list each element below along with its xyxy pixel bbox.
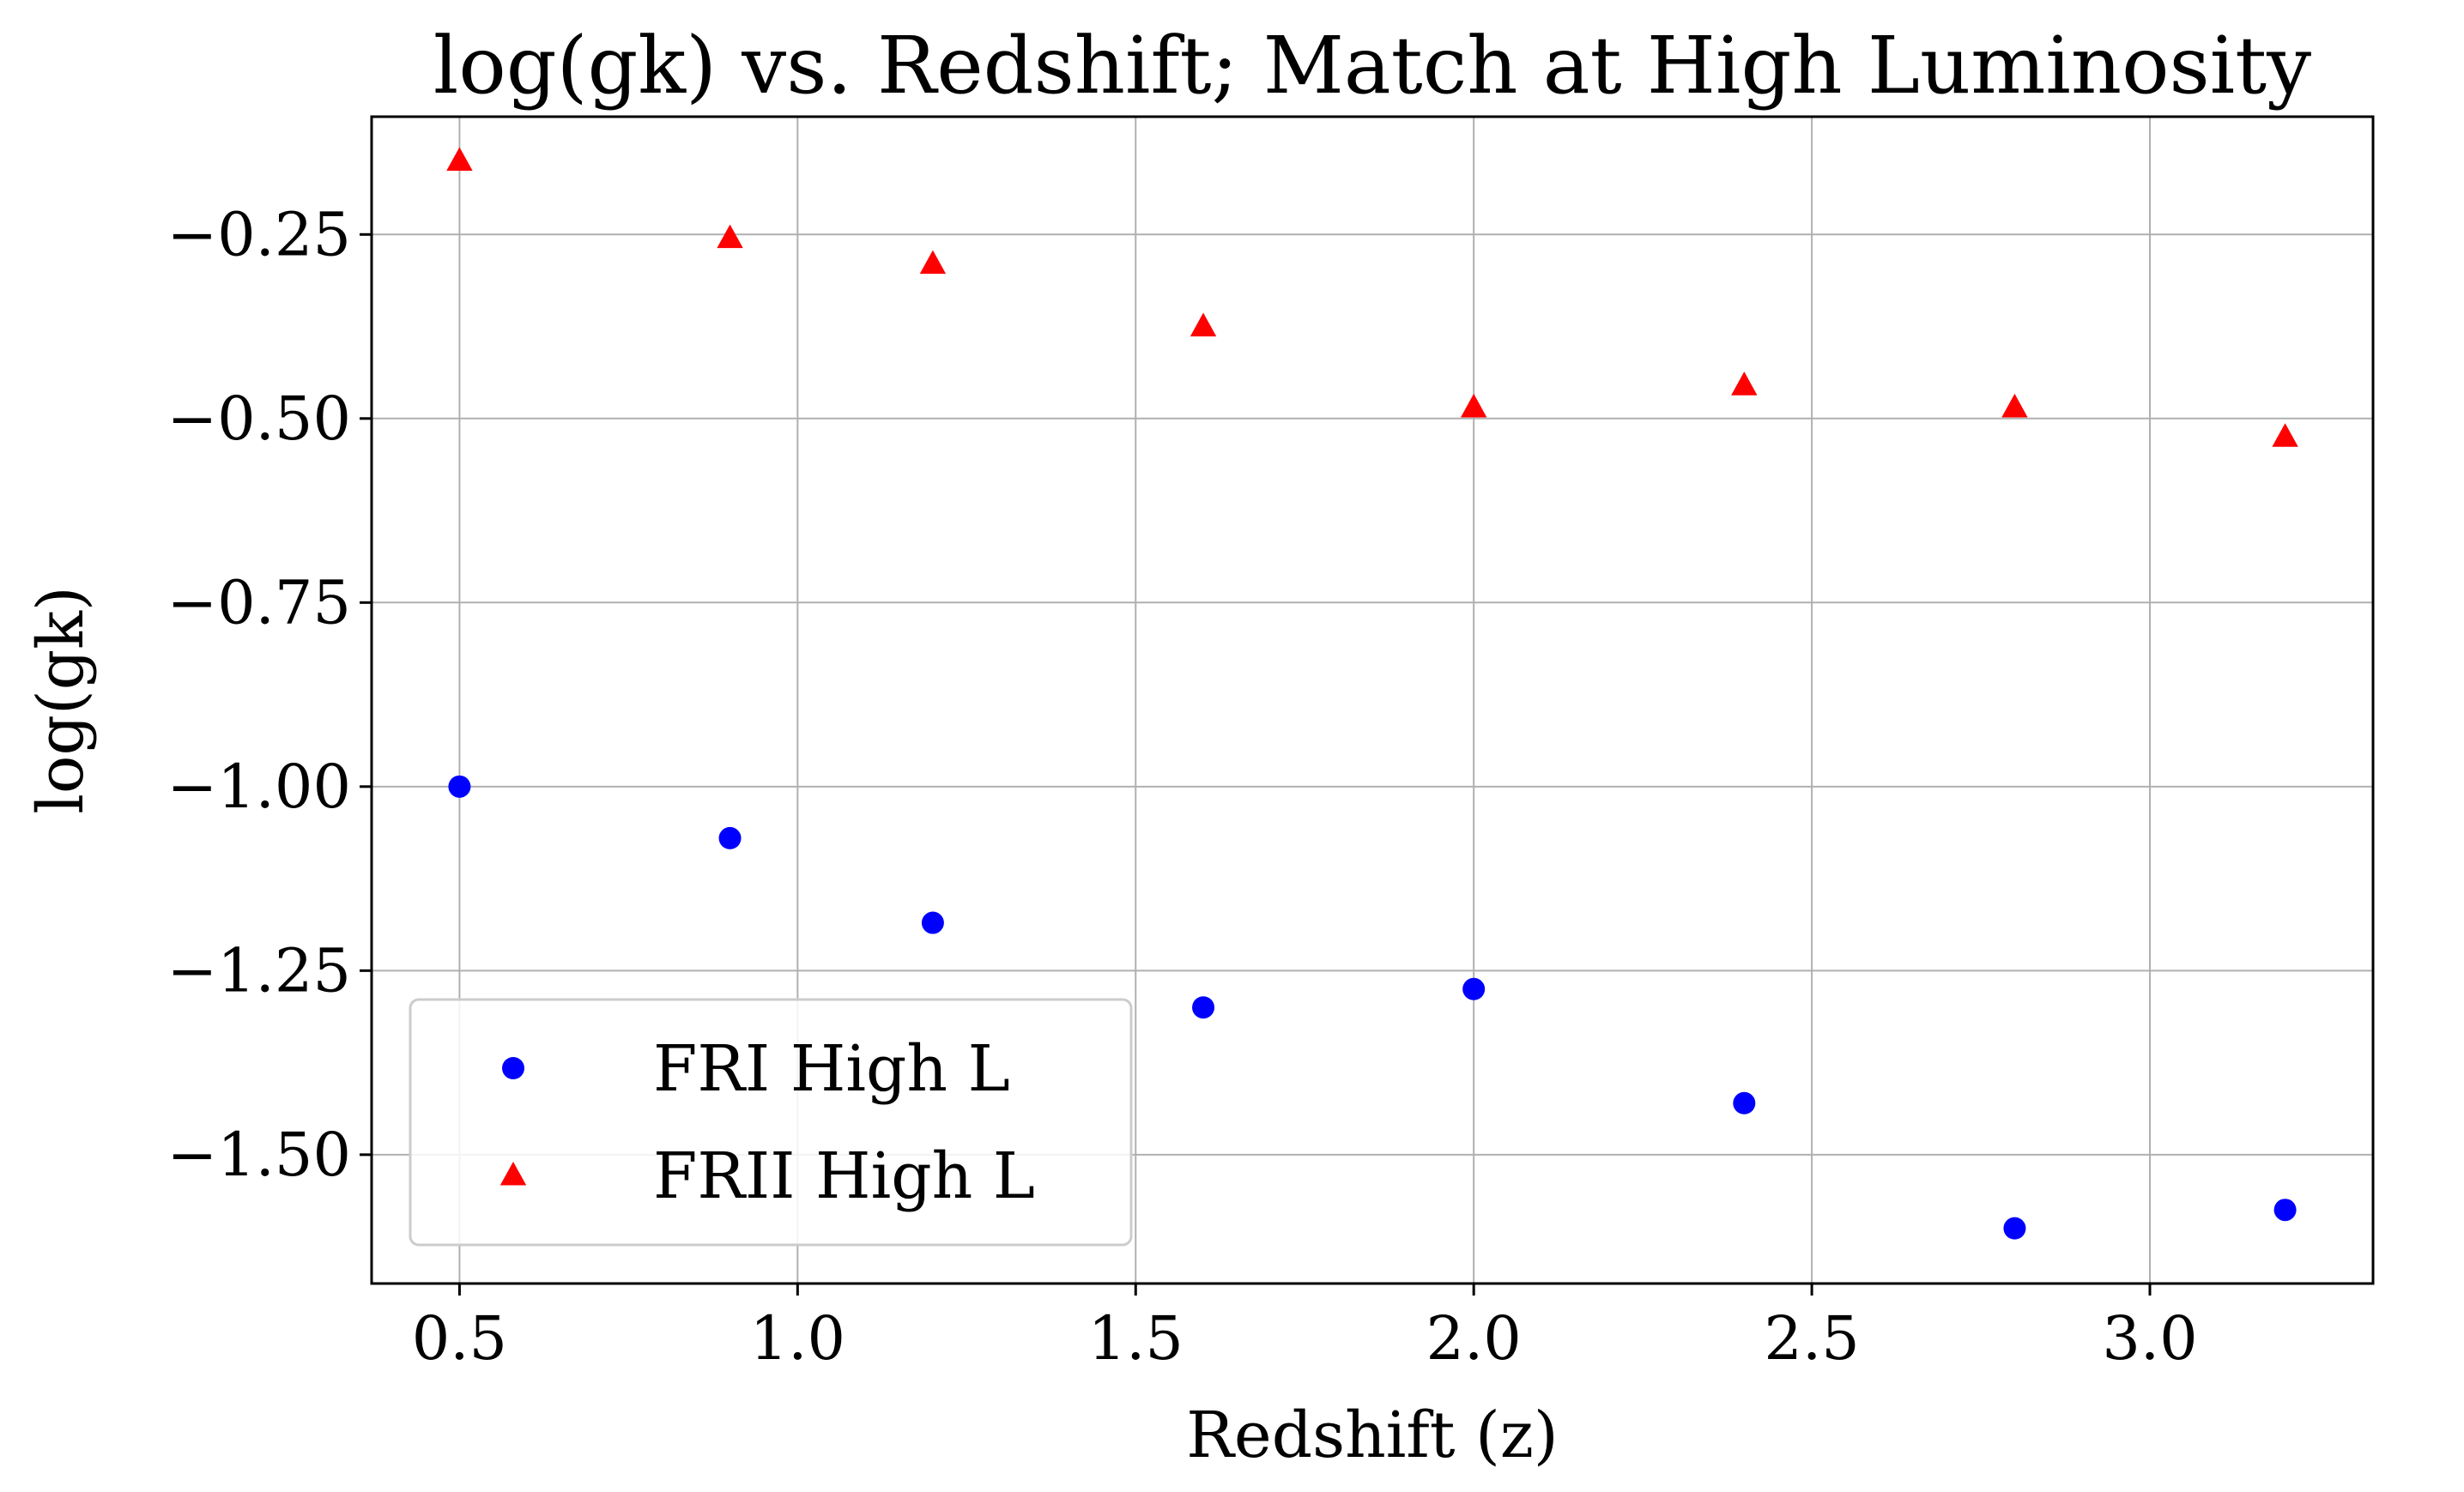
fri-data-point — [1462, 977, 1486, 1000]
x-tick-label: 0.5 — [412, 1303, 507, 1374]
x-tick-label: 1.5 — [1088, 1303, 1184, 1374]
data-marks — [446, 147, 2298, 1240]
y-tick-label: −1.25 — [166, 935, 351, 1006]
frii-data-point — [2001, 393, 2028, 418]
x-tick-label: 3.0 — [2102, 1303, 2197, 1374]
fri-data-point — [1192, 996, 1215, 1019]
y-tick-label: −1.00 — [166, 752, 351, 822]
y-tick-label: −0.25 — [166, 199, 351, 269]
x-tick-label: 1.0 — [750, 1303, 845, 1374]
frii-data-point — [446, 147, 473, 172]
fri-data-point — [2273, 1199, 2297, 1222]
x-axis-label: Redshift (z) — [1186, 1398, 1559, 1472]
fri-data-point — [718, 826, 742, 849]
legend: FRI High L FRII High L — [409, 998, 1133, 1247]
legend-label: FRI High L — [653, 1032, 1010, 1106]
y-tick-label: −0.75 — [166, 567, 351, 637]
fri-data-point — [921, 911, 944, 934]
x-tick-label: 2.5 — [1764, 1303, 1859, 1374]
fri-data-point — [1733, 1091, 1756, 1114]
frii-data-point — [2272, 423, 2298, 447]
legend-box — [409, 998, 1133, 1247]
legend-marker — [499, 1162, 527, 1186]
y-axis-label: log(gk) — [24, 586, 98, 814]
fri-data-point — [2003, 1217, 2026, 1240]
frii-data-point — [919, 250, 947, 275]
x-tick-label: 2.0 — [1426, 1303, 1522, 1374]
chart-title: log(gk) vs. Redshift; Match at High Lumi… — [433, 20, 2311, 112]
frii-data-point — [1190, 312, 1217, 337]
plot-area-frame — [370, 115, 2375, 1285]
frii-data-point — [1731, 371, 1758, 396]
frii-data-point — [1460, 393, 1487, 418]
axis-ticks: 0.5 1.0 1.5 2.0 2.5 3.0 −0.25 −0.50 −0.75 −1.00 −1… — [166, 199, 2197, 1374]
fri-data-point — [448, 775, 471, 798]
legend-marker — [502, 1057, 524, 1079]
frii-data-point — [717, 224, 743, 249]
y-tick-label: −1.50 — [166, 1120, 351, 1190]
y-tick-label: −0.50 — [166, 384, 351, 454]
legend-label: FRII High L — [653, 1139, 1035, 1213]
